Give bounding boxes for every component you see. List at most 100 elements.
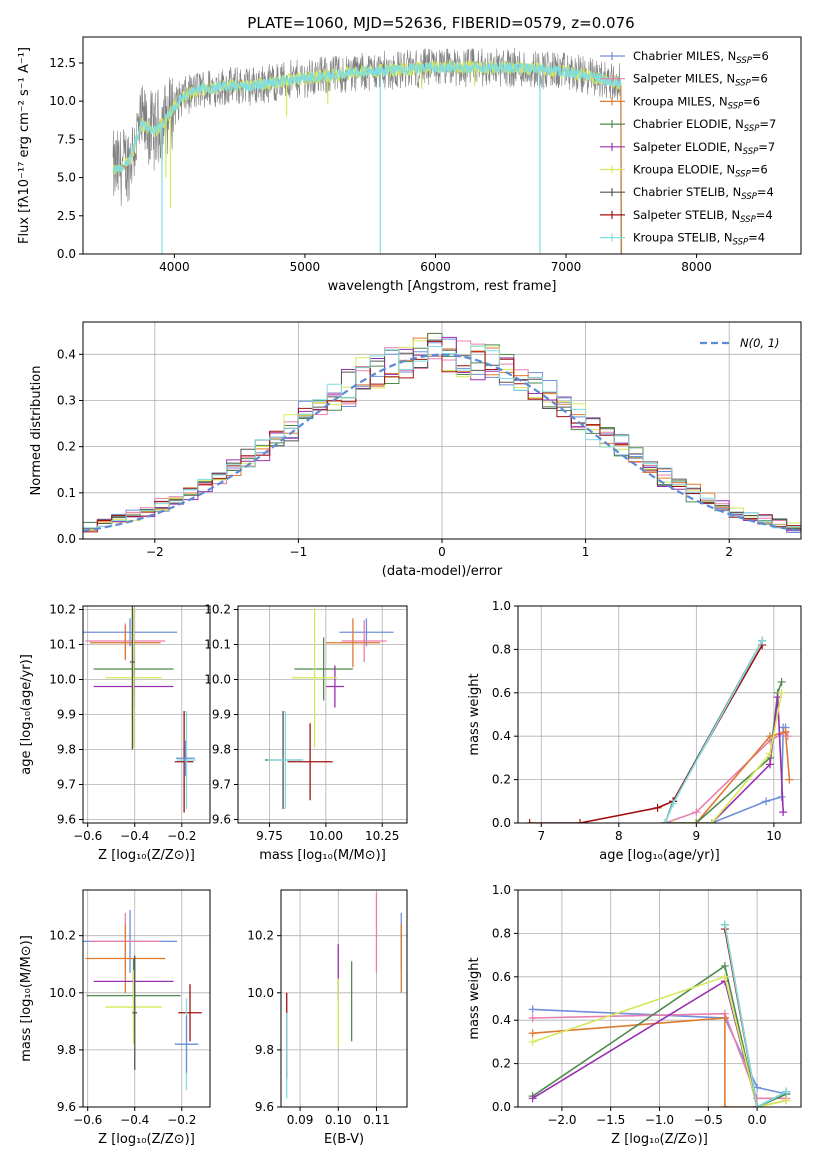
- y-tick-label: 0.6: [492, 970, 511, 984]
- legend-entry: Salpeter ELODIE, NSSP=7: [633, 140, 775, 157]
- x-tick-label: 9: [693, 829, 701, 843]
- y-tick-label: 10.2: [49, 603, 76, 617]
- y-tick-label: 0.2: [492, 773, 511, 787]
- x-tick-label: 10: [766, 829, 781, 843]
- data-marker: [528, 1037, 537, 1046]
- x-tick-label: 0.0: [748, 1113, 767, 1127]
- x-tick-label: 8000: [681, 260, 712, 274]
- legend-entry: Chabrier MILES, NSSP=6: [633, 49, 769, 66]
- data-marker: [753, 1103, 762, 1107]
- x-tick-label: 0.09: [287, 1113, 314, 1127]
- y-tick-label: 0.8: [492, 642, 511, 656]
- x-axis-label: Z [log₁₀(Z/Z⊙)]: [98, 848, 195, 863]
- y-tick-label: 10.0: [204, 673, 231, 687]
- x-tick-label: −2.0: [547, 1113, 576, 1127]
- axes-frame: [82, 605, 211, 824]
- data-marker: [576, 819, 585, 823]
- panel-mass_vs_EBV: 0.09 0.10 0.11 9.6 9.8 10.0 10.2 E(B-V): [247, 889, 408, 1147]
- y-tick-label: 9.6: [57, 1100, 76, 1114]
- x-tick-label: −0.4: [120, 829, 149, 843]
- data-marker: [765, 749, 774, 758]
- axes-frame: [82, 321, 802, 540]
- y-tick-label: 0.3: [57, 393, 76, 407]
- spectrum-model-kroupa-miles: [121, 164, 128, 169]
- y-tick-label: 0.4: [492, 729, 511, 743]
- x-tick-label: −0.2: [167, 829, 196, 843]
- data-marker: [720, 972, 729, 981]
- x-axis-label: E(B-V): [324, 1132, 364, 1147]
- y-tick-label: 10.1: [204, 638, 231, 652]
- y-tick-label: 10.0: [49, 94, 76, 108]
- x-tick-label: 1: [582, 545, 590, 559]
- data-marker: [720, 920, 729, 929]
- legend: N(0, 1): [700, 336, 780, 350]
- series-line-kroupa_stelib: [724, 924, 787, 1107]
- data-marker: [707, 819, 716, 823]
- data-marker: [779, 808, 788, 817]
- y-tick-label: 7.5: [57, 132, 76, 146]
- data-marker: [528, 1014, 537, 1023]
- legend-entry: Chabrier ELODIE, NSSP=7: [633, 117, 776, 134]
- y-tick-label: 10.0: [247, 986, 274, 1000]
- y-tick-label: 0.6: [492, 686, 511, 700]
- spectrum-model-kroupa-stelib: [112, 61, 622, 175]
- histogram-step-kroupa_stelib: [83, 345, 801, 539]
- normal-curve: [83, 353, 801, 532]
- series-line-kroupa_elodie: [673, 692, 783, 823]
- axes-frame: [82, 889, 211, 1108]
- y-tick-label: 1.0: [492, 883, 511, 897]
- y-tick-label: 0.0: [492, 816, 511, 830]
- series-line-salpeter_elodie: [532, 979, 758, 1107]
- legend-entry: Kroupa MILES, NSSP=6: [633, 94, 760, 111]
- x-tick-label: −0.6: [73, 1113, 102, 1127]
- x-tick-label: −1.0: [645, 1113, 674, 1127]
- y-tick-label: 0.2: [492, 1057, 511, 1071]
- x-tick-label: 10.00: [309, 829, 343, 843]
- y-tick-label: 10.2: [204, 603, 231, 617]
- data-marker: [661, 819, 670, 823]
- x-tick-label: 7000: [551, 260, 582, 274]
- y-tick-label: 0.0: [57, 247, 76, 261]
- legend-entry: Salpeter MILES, NSSP=6: [633, 72, 768, 89]
- x-tick-label: 7: [537, 829, 545, 843]
- x-tick-label: −0.2: [167, 1113, 196, 1127]
- y-tick-label: 9.6: [255, 1100, 274, 1114]
- axes-frame: [237, 605, 408, 824]
- x-tick-label: 2: [725, 545, 733, 559]
- data-marker: [720, 961, 729, 970]
- axes-frame: [517, 889, 802, 1108]
- x-tick-label: 0.10: [325, 1113, 352, 1127]
- x-tick-label: −2: [146, 545, 164, 559]
- x-axis-label: Z [log₁₀(Z/Z⊙)]: [611, 1132, 708, 1147]
- data-marker: [669, 799, 678, 808]
- y-tick-label: 0.2: [57, 440, 76, 454]
- y-tick-label: 2.5: [57, 209, 76, 223]
- data-marker: [782, 1087, 791, 1096]
- y-tick-label: 0.0: [57, 532, 76, 546]
- axes-frame: [517, 605, 802, 824]
- x-axis-label: wavelength [Angstrom, rest frame]: [328, 279, 557, 294]
- data-marker: [765, 760, 774, 769]
- data-marker: [528, 1094, 537, 1103]
- y-tick-label: 9.8: [57, 1043, 76, 1057]
- x-tick-label: 0.11: [363, 1113, 390, 1127]
- y-tick-label: 10.2: [247, 929, 274, 943]
- data-marker: [720, 1103, 729, 1107]
- y-tick-label: 12.5: [49, 56, 76, 70]
- data-marker: [720, 1014, 729, 1023]
- x-tick-label: −1.5: [596, 1113, 625, 1127]
- panel-massweight_vs_age: 7 8 9 10 0.0 0.2 0.4 0.6 0.8 1.0 age [log₁₀(age/yr…: [467, 599, 802, 863]
- y-tick-label: 9.9: [212, 708, 231, 722]
- axes-frame: [82, 36, 802, 255]
- data-marker: [777, 677, 786, 686]
- x-axis-label: Z [log₁₀(Z/Z⊙)]: [98, 1132, 195, 1147]
- panel-residuals: −2 −1 0 1 2 0.0 0.1 0.2 0.3 0.4 (data-model)/error…: [29, 321, 802, 579]
- x-tick-label: 5000: [290, 260, 321, 274]
- data-marker: [692, 819, 701, 823]
- x-tick-label: 4000: [159, 260, 190, 274]
- y-axis-label: Normed distribution: [29, 366, 44, 496]
- x-axis-label: age [log₁₀(age/yr)]: [599, 848, 720, 863]
- legend-entry: Kroupa STELIB, NSSP=4: [633, 231, 765, 248]
